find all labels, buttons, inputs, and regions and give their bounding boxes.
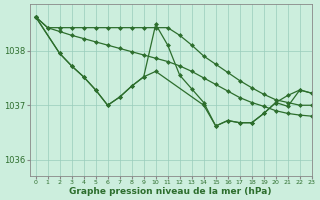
X-axis label: Graphe pression niveau de la mer (hPa): Graphe pression niveau de la mer (hPa) (69, 187, 272, 196)
